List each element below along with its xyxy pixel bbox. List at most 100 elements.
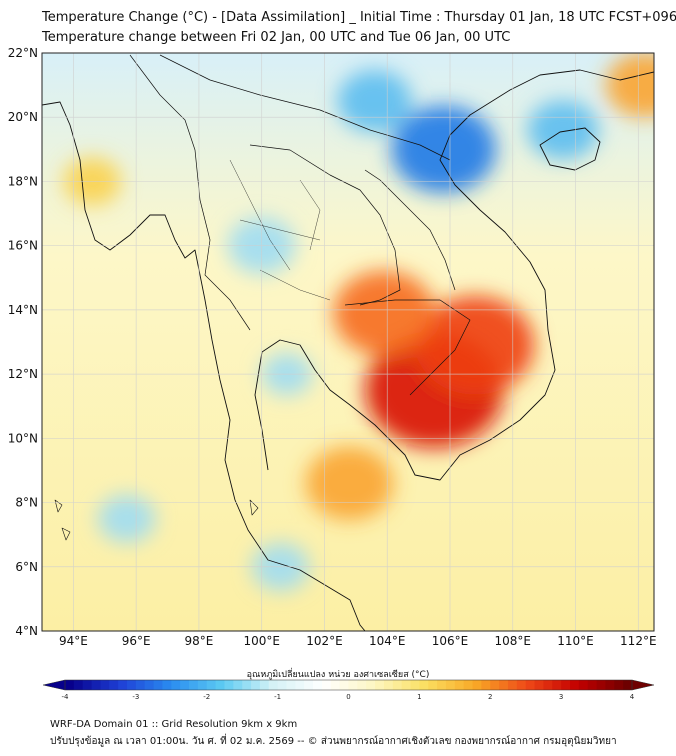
lon-tick-label: 98°E	[184, 634, 213, 648]
warm-anomaly-3	[305, 446, 394, 520]
coastline-hainan	[539, 127, 601, 171]
colorbar-tick-label: 0	[346, 693, 350, 701]
lat-tick-label: 4°N	[15, 624, 38, 638]
colorbar-segment	[410, 680, 420, 690]
map-title-line2: Temperature change between Fri 02 Jan, 0…	[42, 30, 511, 45]
cold-anomaly-7	[337, 70, 412, 133]
colorbar-title: อุณหภูมิเปลี่ยนแปลง หน่วย องศาเซลเซียส (…	[246, 670, 430, 680]
colorbar-segment	[614, 680, 624, 690]
colorbar-segment	[189, 680, 199, 690]
colorbar-max-arrow	[631, 679, 655, 691]
lon-tick-label: 96°E	[122, 634, 151, 648]
colorbar-segment	[144, 680, 155, 690]
colorbar-tick-label: 4	[630, 693, 635, 701]
colorbar-segment	[516, 680, 527, 690]
warm-anomaly-2	[333, 270, 435, 356]
colorbar-segment	[215, 680, 226, 690]
colorbar-segment	[534, 680, 545, 690]
colorbar-tick-label: 2	[488, 693, 492, 701]
colorbar-segment	[481, 680, 491, 690]
colorbar-segment	[357, 680, 367, 690]
colorbar-tick-label: 3	[559, 693, 563, 701]
plot-frame	[41, 52, 655, 632]
lat-tick-label: 22°N	[8, 46, 38, 60]
colorbar-segment	[304, 680, 314, 690]
lon-tick-label: 106°E	[432, 634, 469, 648]
lat-tick-label: 16°N	[8, 239, 38, 253]
colorbar-segment	[180, 680, 190, 690]
coastline-gulf-of-thailand	[254, 69, 654, 481]
colorbar-segment	[561, 680, 571, 690]
colorbar-segment	[605, 680, 615, 690]
colorbar-segment	[392, 680, 403, 690]
colorbar-segment	[73, 680, 84, 690]
lon-tick-label: 100°E	[243, 634, 280, 648]
colorbar-tick-label: -4	[62, 693, 70, 701]
border-china	[159, 54, 451, 161]
colorbar-segment	[65, 680, 75, 690]
colorbar-segment	[118, 680, 128, 690]
temperature-field	[42, 53, 654, 631]
longitude-labels: 94°E 96°E 98°E 100°E 102°E 104°E 106°E 108°E 110…	[59, 634, 657, 648]
colorbar-segment	[499, 680, 509, 690]
colorbar-segment	[437, 680, 447, 690]
colorbar-segment	[135, 680, 146, 690]
cold-anomaly-10	[97, 494, 156, 543]
footer-model-info: WRF-DA Domain 01 :: Grid Resolution 9km …	[50, 719, 298, 730]
colorbar-segment	[463, 680, 474, 690]
colorbar-tick-label: -1	[274, 693, 281, 701]
colorbar-tick-label: 1	[417, 693, 421, 701]
colorbar-segment	[339, 680, 350, 690]
colorbar-segment	[454, 680, 465, 690]
colorbar-segment	[543, 680, 553, 690]
lat-tick-label: 12°N	[8, 367, 38, 381]
lon-tick-label: 104°E	[369, 634, 406, 648]
colorbar-segment	[587, 680, 598, 690]
colorbar-segment	[330, 680, 341, 690]
warm-anomaly-4	[605, 53, 654, 118]
colorbar-segment	[596, 680, 607, 690]
colorbar-segment	[268, 680, 279, 690]
colorbar-segment	[82, 680, 93, 690]
colorbar-segment	[428, 680, 438, 690]
footer-update-info: ปรับปรุงข้อมูล ณ เวลา 01:00น. วัน ศ. ที่…	[50, 736, 617, 747]
colorbar-segment	[525, 680, 536, 690]
colorbar-segment	[507, 680, 518, 690]
lon-tick-label: 110°E	[557, 634, 594, 648]
lat-tick-label: 8°N	[15, 496, 38, 510]
colorbar-segment	[578, 680, 589, 690]
colorbar-segment	[419, 680, 429, 690]
colorbar-segment	[259, 680, 270, 690]
border-myanmar-thailand	[129, 54, 251, 331]
colorbar-segment	[171, 680, 181, 690]
colorbar-segment	[623, 680, 633, 690]
colorbar-segment	[277, 680, 288, 690]
colorbar-segment	[286, 680, 296, 690]
coastlines-and-borders	[42, 54, 654, 631]
lat-tick-label: 20°N	[8, 110, 38, 124]
graticule	[42, 53, 654, 631]
border-laos-vietnam	[364, 169, 456, 291]
colorbar-segment	[127, 680, 137, 690]
map-title-line1: Temperature Change (°C) - [Data Assimila…	[42, 10, 676, 25]
border-cambodia	[344, 299, 471, 396]
colorbar-segment	[251, 680, 261, 690]
colorbar-segment	[109, 680, 119, 690]
colorbar-segment	[233, 680, 243, 690]
colorbar-segment	[552, 680, 562, 690]
colorbar-segment	[100, 680, 110, 690]
cold-anomaly-6	[391, 105, 497, 193]
lon-tick-label: 112°E	[620, 634, 657, 648]
colorbar-segment	[91, 680, 102, 690]
lon-tick-label: 102°E	[306, 634, 343, 648]
colorbar-segment	[375, 680, 385, 690]
latitude-labels: 22°N 20°N 18°N 16°N 14°N 12°N 10°N 8°N 6°N 4°N	[8, 46, 38, 638]
colorbar-segment	[490, 680, 500, 690]
coastline-indochina	[42, 101, 366, 631]
colorbar-tick-label: -2	[203, 693, 210, 701]
colorbar-segment	[153, 680, 164, 690]
colorbar-segment	[472, 680, 482, 690]
colorbar-segment	[162, 680, 172, 690]
lon-tick-label: 108°E	[495, 634, 532, 648]
